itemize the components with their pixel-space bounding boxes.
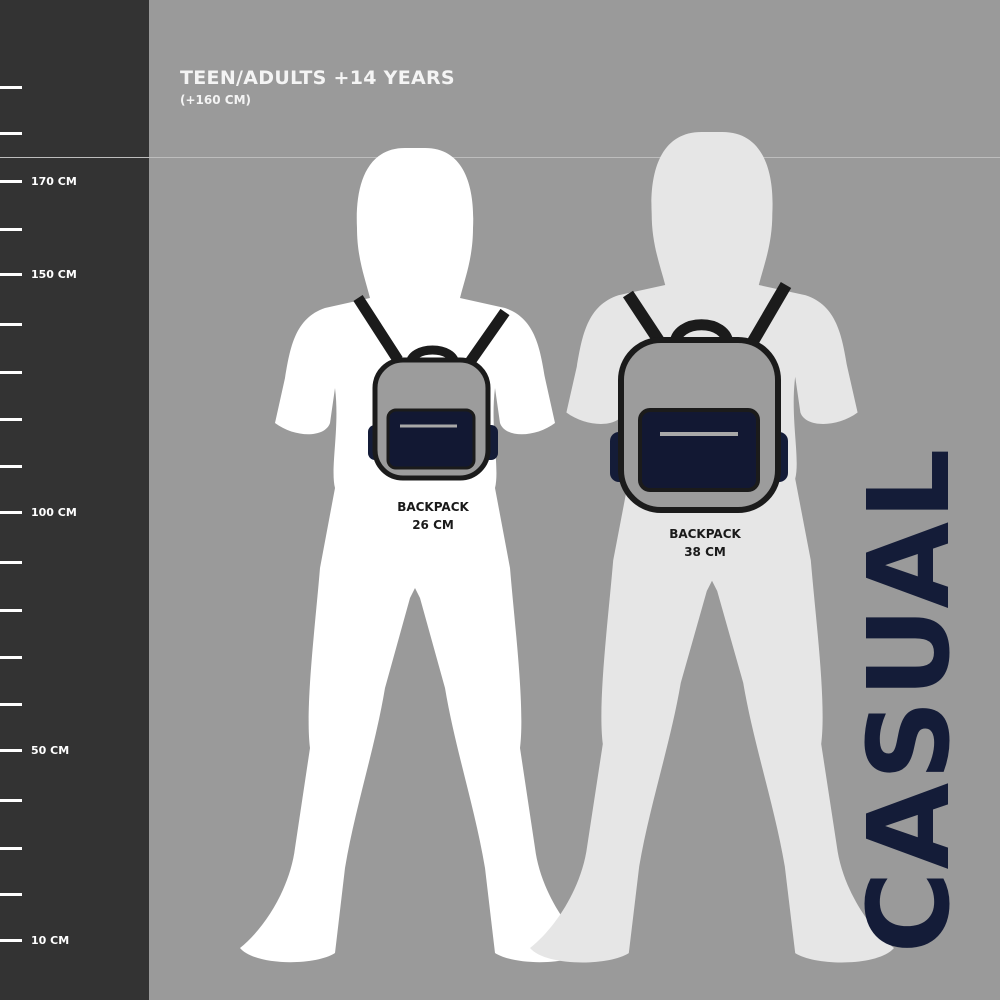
- ruler-tick: [0, 371, 22, 374]
- ruler-tick: [0, 609, 22, 612]
- ruler-tick: [0, 703, 22, 706]
- ruler-tick: [0, 418, 22, 421]
- backpack-label: BACKPACK: [669, 527, 741, 541]
- brand-word: CASUAL: [845, 446, 975, 954]
- ruler-tick: [0, 847, 22, 850]
- ruler-tick: [0, 511, 22, 514]
- page-subtitle: (+160 CM): [180, 93, 251, 107]
- page-title: TEEN/ADULTS +14 YEARS: [180, 67, 455, 89]
- ruler-label-170: 170 CM: [31, 175, 77, 189]
- backpack-small-icon: [353, 295, 510, 481]
- backpack-small-label: BACKPACK 26 CM: [363, 498, 503, 534]
- ruler-tick: [0, 656, 22, 659]
- ruler-label-10: 10 CM: [31, 934, 70, 948]
- ruler-tick: [0, 749, 22, 752]
- ruler-tick: [0, 799, 22, 802]
- ruler-tick: [0, 893, 22, 896]
- figure-teen-silhouette: [240, 148, 590, 963]
- ruler-tick: [0, 939, 22, 942]
- ruler-label-100: 100 CM: [31, 506, 77, 520]
- ruler-tick: [0, 228, 22, 231]
- ruler-tick: [0, 323, 22, 326]
- ruler-tick: [0, 132, 22, 135]
- ruler-tick: [0, 465, 22, 468]
- height-reference-line: [0, 157, 1000, 158]
- height-ruler: 170 CM 150 CM 100 CM 50 CM 10 CM: [0, 0, 149, 1000]
- ruler-label-150: 150 CM: [31, 268, 77, 282]
- backpack-label: BACKPACK: [397, 500, 469, 514]
- ruler-tick: [0, 561, 22, 564]
- backpack-large-label: BACKPACK 38 CM: [635, 525, 775, 561]
- ruler-tick: [0, 273, 22, 276]
- backpack-large-icon: [610, 281, 792, 513]
- backpack-size: 38 CM: [684, 545, 726, 559]
- ruler-label-50: 50 CM: [31, 744, 70, 758]
- ruler-tick: [0, 180, 22, 183]
- ruler-tick: [0, 86, 22, 89]
- backpack-size: 26 CM: [412, 518, 454, 532]
